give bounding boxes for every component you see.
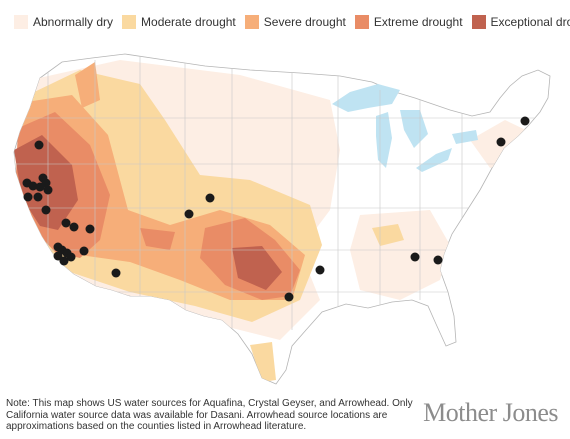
- water-source-marker: [284, 292, 294, 302]
- legend-item: Extreme drought: [354, 15, 463, 29]
- drought-moderate-area: [250, 342, 276, 382]
- water-source-marker: [69, 222, 79, 232]
- water-source-markers: [22, 116, 530, 302]
- legend-item: Severe drought: [244, 15, 346, 29]
- water-source-marker: [23, 192, 33, 202]
- legend-item: Moderate drought: [122, 15, 236, 29]
- water-source-marker: [111, 268, 121, 278]
- water-source-marker: [79, 246, 89, 256]
- water-source-marker: [34, 140, 44, 150]
- water-source-marker: [433, 255, 443, 265]
- brand-logo: Mother Jones: [423, 398, 558, 427]
- drought-exceptional-area: [232, 246, 282, 290]
- legend-swatch: [14, 15, 28, 29]
- water-source-marker: [496, 137, 506, 147]
- legend-swatch: [354, 15, 369, 29]
- lake-erie: [416, 148, 452, 172]
- water-source-marker: [85, 224, 95, 234]
- water-source-marker: [41, 178, 51, 188]
- drought-severe-area: [75, 62, 100, 108]
- legend: Abnormally dry Moderate drought Severe dro…: [14, 15, 570, 29]
- legend-label: Extreme drought: [373, 15, 463, 29]
- legend-item: Exceptional drought: [471, 15, 570, 29]
- water-source-marker: [66, 252, 76, 262]
- water-source-marker: [59, 256, 69, 266]
- drought-areas: [14, 60, 530, 382]
- legend-swatch: [122, 15, 137, 29]
- lake-superior: [332, 84, 400, 112]
- water-source-marker: [43, 185, 53, 195]
- lake-huron: [400, 110, 428, 148]
- legend-item: Abnormally dry: [14, 15, 113, 29]
- water-source-marker: [41, 205, 51, 215]
- water-source-marker: [184, 209, 194, 219]
- drought-extreme-area: [140, 228, 175, 250]
- water-source-marker: [53, 251, 63, 261]
- us-drought-map: [13, 53, 551, 385]
- legend-label: Severe drought: [263, 15, 346, 29]
- water-source-marker: [520, 116, 530, 126]
- legend-label: Abnormally dry: [33, 15, 114, 29]
- map-note: Note: This map shows US water sources fo…: [6, 398, 413, 432]
- water-source-marker: [33, 192, 43, 202]
- water-source-marker: [410, 252, 420, 262]
- water-source-marker: [28, 181, 38, 191]
- water-source-marker: [205, 193, 215, 203]
- water-source-marker: [61, 218, 71, 228]
- legend-swatch: [244, 15, 259, 29]
- legend-label: Moderate drought: [141, 15, 236, 29]
- legend-swatch: [471, 15, 486, 29]
- lake-ontario: [452, 130, 478, 144]
- legend-label: Exceptional drought: [490, 15, 570, 29]
- water-source-marker: [315, 265, 325, 275]
